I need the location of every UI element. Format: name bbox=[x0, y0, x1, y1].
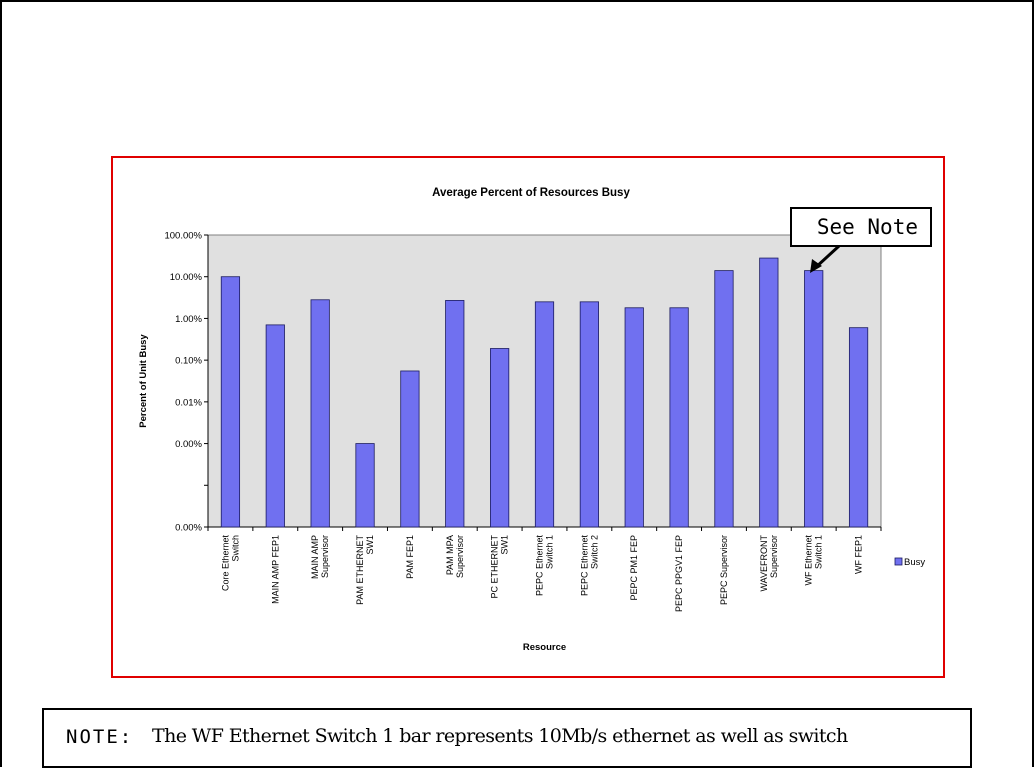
bar-1 bbox=[220, 276, 241, 528]
bar-2 bbox=[265, 324, 285, 528]
x-tick-label: Switch 2 bbox=[589, 535, 599, 569]
chart-svg: Average Percent of Resources Busy 0.00% 0.… bbox=[138, 187, 925, 653]
bar-8 bbox=[534, 301, 555, 528]
x-tick-label: PEPC Supervisor bbox=[719, 535, 729, 605]
x-tick-label: WAVEFRONT bbox=[759, 535, 769, 592]
note-text: The WF Ethernet Switch 1 bar represents … bbox=[152, 725, 848, 747]
bar-7 bbox=[490, 348, 510, 528]
legend-label-busy: Busy bbox=[904, 557, 925, 568]
bar-10 bbox=[624, 307, 644, 528]
y-tick-label: 1.00% bbox=[175, 314, 202, 325]
bar-11 bbox=[669, 307, 689, 528]
bar-3 bbox=[310, 299, 330, 528]
x-tick-label: Switch 1 bbox=[545, 535, 555, 569]
x-tick-label: PC ETHERNET bbox=[490, 535, 500, 599]
bar-12 bbox=[714, 270, 734, 528]
note-label: NOTE: bbox=[66, 726, 134, 748]
x-axis-title: Resource bbox=[523, 642, 566, 653]
x-tick-label: Switch bbox=[230, 535, 240, 562]
y-tick-label: 100.00% bbox=[164, 231, 202, 242]
x-tick-label: PAM ETHERNET bbox=[355, 535, 365, 605]
x-tick-label: SW1 bbox=[500, 535, 510, 555]
y-tick-label: 0.00% bbox=[175, 523, 202, 534]
x-tick-label: MAIN AMP bbox=[310, 535, 320, 579]
y-tick-label: 0.01% bbox=[175, 397, 202, 408]
bar-4 bbox=[355, 443, 375, 528]
y-tick-label: 10.00% bbox=[170, 272, 203, 283]
bar-15 bbox=[848, 327, 869, 528]
y-tick-label: 0.00% bbox=[175, 439, 202, 450]
y-tick-label: 0.10% bbox=[175, 356, 202, 367]
chart-title: Average Percent of Resources Busy bbox=[432, 187, 630, 199]
x-tick-label: WF FEP1 bbox=[854, 535, 864, 574]
bar-6 bbox=[445, 300, 465, 528]
x-tick-label: Supervisor bbox=[320, 535, 330, 578]
note-box: NOTE: The WF Ethernet Switch 1 bar repre… bbox=[42, 708, 972, 768]
x-tick-label: Switch 1 bbox=[814, 535, 824, 569]
legend-swatch-busy bbox=[894, 557, 903, 566]
bar-9 bbox=[579, 301, 599, 528]
x-tick-label: PEPC PM1 FEP bbox=[629, 535, 639, 601]
x-tick-label: MAIN AMP FEP1 bbox=[270, 535, 280, 604]
x-tick-label: Supervisor bbox=[769, 535, 779, 578]
bar-14 bbox=[804, 270, 824, 528]
x-tick-label: Supervisor bbox=[455, 535, 465, 578]
bar-5 bbox=[400, 370, 420, 528]
y-axis-title: Percent of Unit Busy bbox=[138, 334, 149, 428]
x-tick-label: SW1 bbox=[365, 535, 375, 555]
bar-13 bbox=[759, 257, 779, 528]
x-tick-label: PEPC Ethernet bbox=[579, 535, 589, 597]
x-tick-label: WF Ethernet bbox=[804, 535, 814, 586]
x-tick-label: Core Ethernet bbox=[220, 535, 230, 592]
x-tick-label: PEPC PPGV1 FEP bbox=[674, 535, 684, 612]
x-tick-label: PAM FEP1 bbox=[405, 535, 415, 579]
see-note-callout: See Note bbox=[790, 207, 932, 247]
x-tick-label: PAM MPA bbox=[445, 535, 455, 575]
x-tick-label: PEPC Ethernet bbox=[535, 535, 545, 597]
